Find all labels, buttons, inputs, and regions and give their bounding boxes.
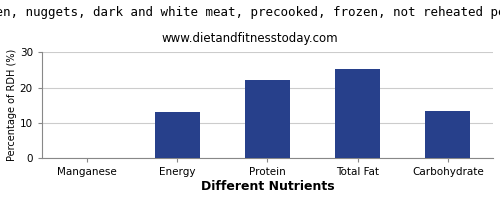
X-axis label: Different Nutrients: Different Nutrients <box>200 180 334 193</box>
Text: www.dietandfitnesstoday.com: www.dietandfitnesstoday.com <box>162 32 338 45</box>
Bar <box>335 69 380 158</box>
Y-axis label: Percentage of RDH (%): Percentage of RDH (%) <box>7 49 17 161</box>
Bar <box>154 112 200 158</box>
Text: ken, nuggets, dark and white meat, precooked, frozen, not reheated per: ken, nuggets, dark and white meat, preco… <box>0 6 500 19</box>
Bar <box>245 80 290 158</box>
Bar <box>426 111 470 158</box>
